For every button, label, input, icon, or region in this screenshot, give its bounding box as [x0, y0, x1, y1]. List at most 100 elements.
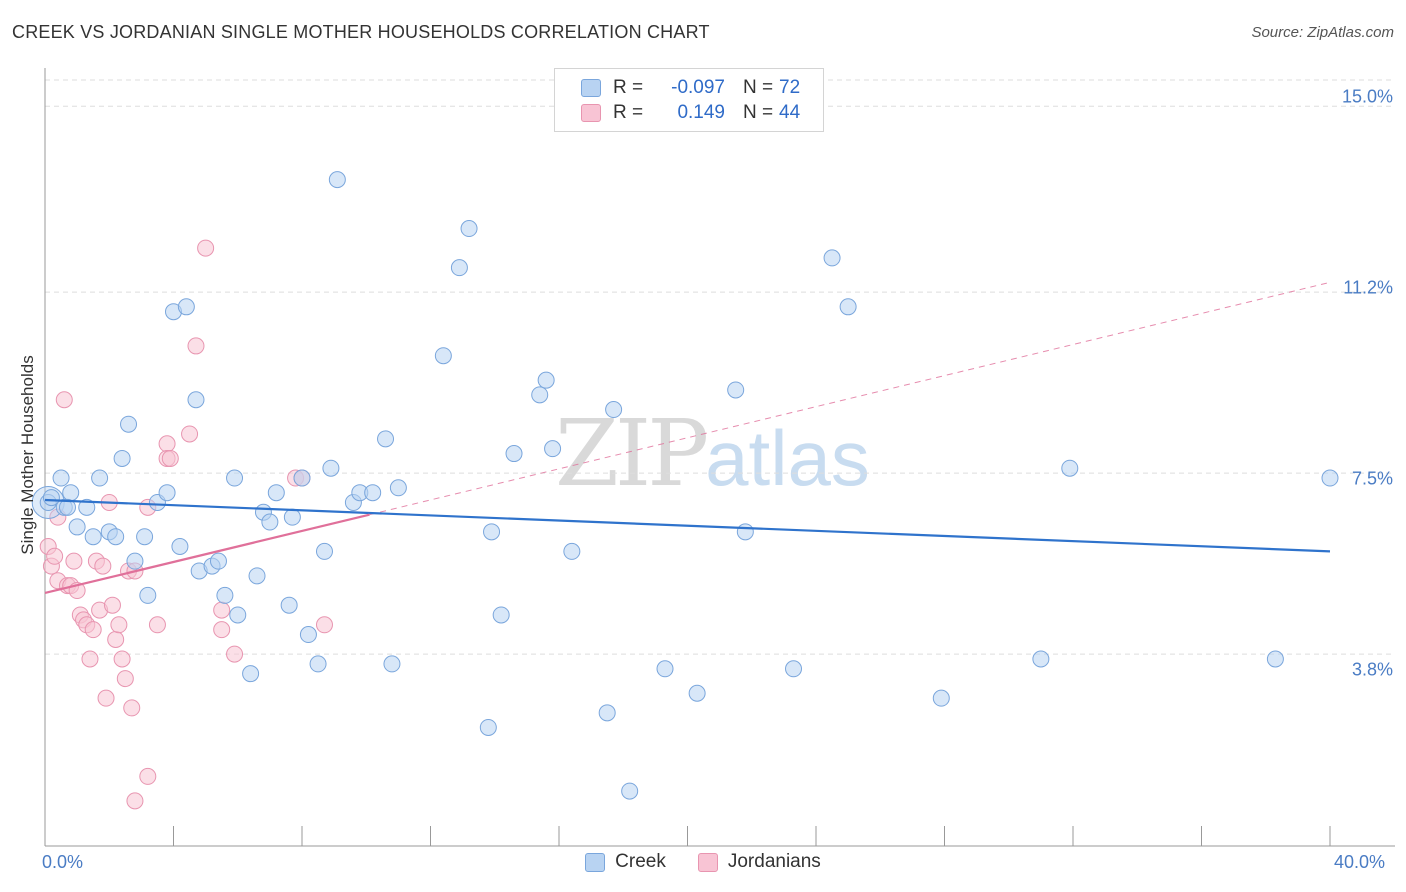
- creek-point: [158, 484, 176, 502]
- watermark: ZIPatlas: [555, 400, 870, 507]
- jordanians-point: [84, 621, 102, 639]
- jordanians-trend-extension: [369, 281, 1331, 516]
- creek-point: [544, 440, 562, 458]
- creek-point: [460, 220, 478, 238]
- jordanians-point: [187, 337, 205, 355]
- creek-point: [492, 606, 510, 624]
- creek-point: [1321, 469, 1339, 487]
- creek-point: [1061, 459, 1079, 477]
- jordanians-point: [65, 552, 83, 570]
- creek-point: [52, 469, 70, 487]
- creek-point: [537, 371, 555, 389]
- creek-point: [229, 606, 247, 624]
- jordanians-point: [113, 650, 131, 668]
- creek-point: [322, 459, 340, 477]
- creek-point: [120, 415, 138, 433]
- creek-point: [656, 660, 674, 678]
- creek-point: [136, 528, 154, 546]
- creek-point: [736, 523, 754, 541]
- creek-point: [78, 498, 96, 516]
- creek-point: [483, 523, 501, 541]
- creek-point: [91, 469, 109, 487]
- creek-swatch: [581, 79, 601, 97]
- creek-point: [216, 586, 234, 604]
- legend-row-creek: R = -0.097 N = 72: [581, 76, 800, 100]
- creek-point: [505, 445, 523, 463]
- creek-legend-label: Creek: [615, 851, 666, 872]
- correlation-legend: R = -0.097 N = 72 R = 0.149 N = 44: [554, 68, 824, 132]
- watermark-zip: ZIP: [555, 400, 709, 507]
- creek-point: [283, 508, 301, 526]
- x-tick-label-min: 0.0%: [42, 852, 84, 872]
- creek-point: [62, 484, 80, 502]
- creek-point: [171, 537, 189, 555]
- creek-point: [187, 391, 205, 409]
- jordanians-point: [213, 601, 231, 619]
- jordanians-point: [103, 596, 121, 614]
- creek-point: [177, 298, 195, 316]
- creek-point: [839, 298, 857, 316]
- creek-point: [242, 665, 260, 683]
- jordanians-point: [81, 650, 99, 668]
- creek-point: [209, 552, 227, 570]
- creek-point: [42, 489, 60, 507]
- jordanians-point: [181, 425, 199, 443]
- creek-point: [126, 552, 144, 570]
- creek-point: [688, 684, 706, 702]
- jordanians-point: [126, 792, 144, 810]
- creek-trend-line: [44, 498, 1331, 553]
- creek-point: [823, 249, 841, 267]
- creek-point: [1032, 650, 1050, 668]
- y-axis-title: Single Mother Households: [18, 355, 37, 555]
- creek-point: [280, 596, 298, 614]
- jordanians-legend-swatch: [697, 852, 718, 872]
- creek-point: [248, 567, 266, 585]
- creek-point: [84, 528, 102, 546]
- creek-point: [293, 469, 311, 487]
- jordanians-point: [161, 449, 179, 467]
- legend-r-label: R =: [613, 77, 644, 98]
- creek-point: [68, 518, 86, 536]
- creek-point: [309, 655, 327, 673]
- legend-n-label: N =: [743, 102, 774, 123]
- creek-point: [785, 660, 803, 678]
- creek-points: [31, 171, 1339, 800]
- creek-point: [531, 386, 549, 404]
- grid-lines: [45, 79, 1395, 655]
- creek-legend-swatch: [585, 852, 606, 872]
- creek-point: [383, 655, 401, 673]
- creek-point: [1266, 650, 1284, 668]
- creek-point: [226, 469, 244, 487]
- creek-point: [479, 718, 497, 736]
- legend-r-value: -0.097: [671, 77, 725, 98]
- creek-point: [58, 498, 76, 516]
- jordanians-point: [94, 557, 112, 575]
- legend-n-label: N =: [743, 77, 774, 98]
- jordanians-point: [139, 767, 157, 785]
- jordanians-point: [226, 645, 244, 663]
- jordanians-legend-label: Jordanians: [727, 851, 821, 872]
- creek-point: [563, 542, 581, 560]
- y-tick-label-3-8: 3.8%: [1351, 659, 1393, 680]
- jordanians-swatch: [581, 104, 601, 122]
- legend-r-label: R =: [613, 102, 644, 123]
- jordanians-point: [46, 547, 64, 565]
- jordanians-point: [55, 391, 73, 409]
- chart-title: CREEK VS JORDANIAN SINGLE MOTHER HOUSEHO…: [12, 22, 710, 42]
- legend-item-jordanians: Jordanians: [697, 851, 821, 873]
- jordanians-point: [158, 435, 176, 453]
- jordanians-trend-extension-group: [369, 281, 1331, 516]
- creek-point: [267, 484, 285, 502]
- source-label: Source: ZipAtlas.com: [1251, 24, 1394, 41]
- y-tick-label-7-5: 7.5%: [1351, 468, 1393, 489]
- creek-point: [598, 704, 616, 722]
- jordanians-point: [148, 616, 166, 634]
- trend-lines: [44, 498, 1331, 595]
- legend-row-jordanians: R = 0.149 N = 44: [581, 101, 800, 125]
- legend-n-value: 72: [779, 77, 801, 98]
- jordanians-point: [197, 239, 215, 257]
- creek-point: [315, 542, 333, 560]
- creek-point: [113, 449, 131, 467]
- watermark-atlas: atlas: [705, 414, 870, 502]
- jordanians-point: [123, 699, 141, 717]
